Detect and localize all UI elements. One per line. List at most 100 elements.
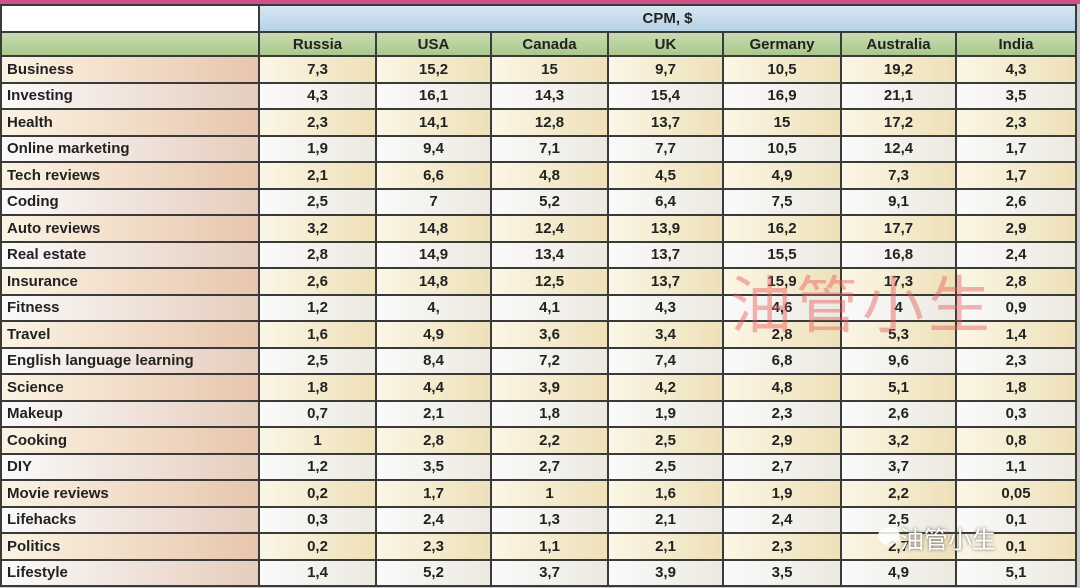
blank-cell	[0, 4, 260, 33]
cpm-cell: 1,1	[954, 452, 1078, 481]
cpm-cell: 4,3	[258, 81, 377, 110]
cpm-cell: 15,2	[375, 55, 492, 84]
cpm-cell: 5,3	[840, 320, 957, 349]
cpm-cell: 3,7	[490, 558, 609, 587]
cpm-cell: 3,5	[954, 81, 1078, 110]
cpm-cell: 13,7	[607, 267, 724, 296]
cpm-cell: 0,2	[258, 479, 377, 508]
category-cell: Real estate	[0, 240, 260, 269]
cpm-cell: 1,7	[954, 134, 1078, 163]
cpm-cell: 16,2	[722, 214, 842, 243]
cpm-cell: 12,8	[490, 108, 609, 137]
cpm-cell: 2,5	[607, 426, 724, 455]
cpm-cell: 1,1	[490, 532, 609, 561]
cpm-cell: 8,4	[375, 346, 492, 375]
cpm-cell: 6,4	[607, 187, 724, 216]
column-header: Australia	[840, 31, 957, 57]
top-strip	[0, 0, 1080, 4]
cpm-cell: 9,6	[840, 346, 957, 375]
category-cell: DIY	[0, 452, 260, 481]
cpm-cell: 4,3	[607, 293, 724, 322]
cpm-cell: 1,9	[258, 134, 377, 163]
cpm-cell: 4,2	[607, 373, 724, 402]
cpm-cell: 7,3	[840, 161, 957, 190]
cpm-cell: 1,9	[607, 399, 724, 428]
cpm-cell: 14,3	[490, 81, 609, 110]
cpm-cell: 2,8	[258, 240, 377, 269]
category-cell: Business	[0, 55, 260, 84]
cpm-cell: 2,3	[258, 108, 377, 137]
column-header: Canada	[490, 31, 609, 57]
table-row: Science 1,8 4,4 3,9 4,2 4,8 5,1 1,8	[0, 373, 1078, 402]
cpm-cell: 19,2	[840, 55, 957, 84]
cpm-cell: 13,7	[607, 240, 724, 269]
cpm-cell: 2,5	[258, 346, 377, 375]
cpm-cell: 7	[375, 187, 492, 216]
cpm-cell: 12,5	[490, 267, 609, 296]
cpm-cell: 2,3	[954, 346, 1078, 375]
cpm-cell: 7,4	[607, 346, 724, 375]
cpm-cell: 0,1	[954, 505, 1078, 534]
cpm-cell: 0,8	[954, 426, 1078, 455]
cpm-cell: 2,1	[607, 505, 724, 534]
column-header: India	[954, 31, 1078, 57]
cpm-cell: 2,4	[954, 240, 1078, 269]
cpm-table: CPM, $ Russia USA Canada UK Germany Australia…	[0, 4, 1078, 587]
cpm-cell: 2,3	[722, 399, 842, 428]
cpm-cell: 9,4	[375, 134, 492, 163]
cpm-cell: 3,2	[258, 214, 377, 243]
cpm-cell: 14,8	[375, 267, 492, 296]
column-header: UK	[607, 31, 724, 57]
cpm-cell: 3,9	[607, 558, 724, 587]
cpm-cell: 2,8	[375, 426, 492, 455]
category-cell: Health	[0, 108, 260, 137]
cpm-cell: 2,6	[258, 267, 377, 296]
table-row: Movie reviews 0,2 1,7 1 1,6 1,9 2,2 0,05	[0, 479, 1078, 508]
cpm-cell: 1,8	[954, 373, 1078, 402]
cpm-cell: 1,7	[954, 161, 1078, 190]
cpm-cell: 3,2	[840, 426, 957, 455]
cpm-cell: 15	[490, 55, 609, 84]
title-row: CPM, $	[0, 4, 1078, 33]
table-row: Cooking 1 2,8 2,2 2,5 2,9 3,2 0,8	[0, 426, 1078, 455]
cpm-cell: 13,9	[607, 214, 724, 243]
cpm-cell: 2,7	[490, 452, 609, 481]
table-row: Insurance 2,6 14,8 12,5 13,7 15,9 17,3 2,8	[0, 267, 1078, 296]
cpm-cell: 1,3	[490, 505, 609, 534]
cpm-cell: 14,1	[375, 108, 492, 137]
cpm-cell: 2,1	[607, 532, 724, 561]
category-cell: Travel	[0, 320, 260, 349]
cpm-cell: 3,6	[490, 320, 609, 349]
cpm-cell: 4,6	[722, 293, 842, 322]
header-row: Russia USA Canada UK Germany Australia India	[0, 31, 1078, 57]
cpm-cell: 15,9	[722, 267, 842, 296]
cpm-cell: 10,5	[722, 134, 842, 163]
cpm-cell: 6,6	[375, 161, 492, 190]
category-cell: English language learning	[0, 346, 260, 375]
cpm-cell: 12,4	[840, 134, 957, 163]
cpm-cell: 0,9	[954, 293, 1078, 322]
category-cell: Insurance	[0, 267, 260, 296]
watermark-badge: 油管小生	[900, 526, 996, 554]
cpm-cell: 1,4	[954, 320, 1078, 349]
cpm-cell: 14,9	[375, 240, 492, 269]
cpm-cell: 9,1	[840, 187, 957, 216]
cpm-cell: 2,5	[258, 187, 377, 216]
cpm-cell: 0,7	[258, 399, 377, 428]
cpm-cell: 3,7	[840, 452, 957, 481]
table-row: Real estate 2,8 14,9 13,4 13,7 15,5 16,8 2,4	[0, 240, 1078, 269]
table-title: CPM, $	[257, 4, 1078, 33]
cpm-cell: 4	[840, 293, 957, 322]
cpm-cell: 4,8	[722, 373, 842, 402]
cpm-cell: 2,4	[375, 505, 492, 534]
category-cell: Tech reviews	[0, 161, 260, 190]
cpm-cell: 12,4	[490, 214, 609, 243]
cpm-cell: 2,3	[375, 532, 492, 561]
cpm-cell: 1,8	[490, 399, 609, 428]
cpm-cell: 15,5	[722, 240, 842, 269]
cpm-cell: 7,3	[258, 55, 377, 84]
table-row: English language learning 2,5 8,4 7,2 7,4 6,8…	[0, 346, 1078, 375]
category-cell: Cooking	[0, 426, 260, 455]
cpm-cell: 1,2	[258, 452, 377, 481]
cpm-cell: 2,3	[722, 532, 842, 561]
